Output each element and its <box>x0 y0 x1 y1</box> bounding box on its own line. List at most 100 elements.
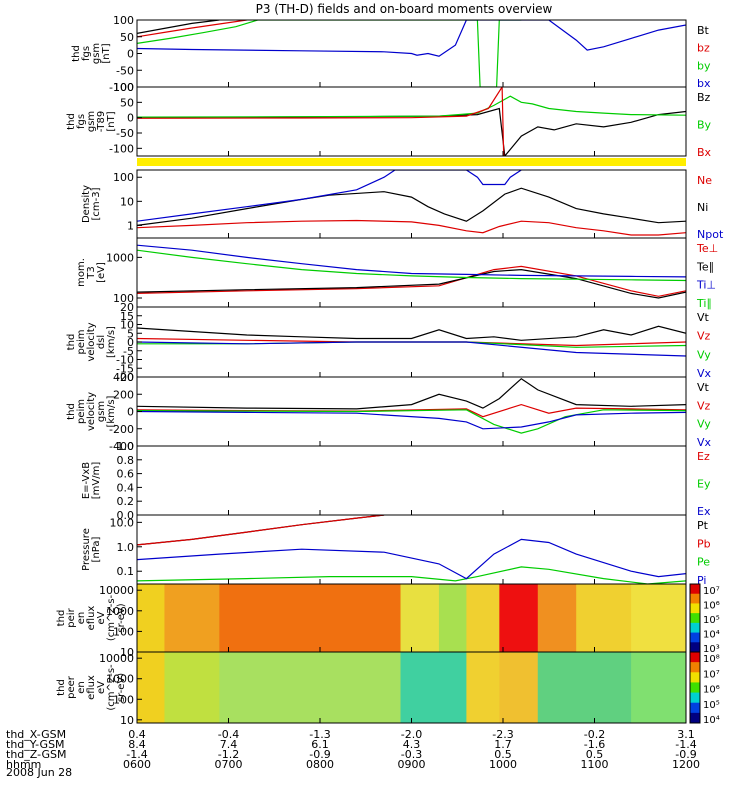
colorbar: 10⁸ 10⁷ 10⁶ 10⁵ 10⁴ <box>689 651 720 726</box>
colorbar-segment <box>690 613 700 624</box>
x-tick-value: 3.1 <box>677 728 695 741</box>
series-line-By <box>137 95 686 118</box>
y-axis-label: E=-VxB [mV/m] <box>81 462 102 500</box>
y-tick-label: 0.1 <box>117 565 135 578</box>
x-tick-value: 6.1 <box>311 738 329 751</box>
colorbar-segment <box>690 682 700 694</box>
y-tick-label: 10.0 <box>110 516 135 529</box>
legend-entry: Ex <box>697 505 711 518</box>
legend-entry: by <box>697 59 711 72</box>
x-tick-value: -1.6 <box>584 738 605 751</box>
y-axis-label-line: dsl <box>96 335 107 349</box>
y-axis-label-line: peir <box>66 607 77 627</box>
colorbar-segment <box>690 652 700 663</box>
legend-entry: Ti⊥ <box>696 279 716 292</box>
legend-entry: Pi <box>697 574 706 587</box>
y-axis-label-line: E=-VxB <box>81 462 92 499</box>
x-tick-value: 1100 <box>581 758 609 771</box>
legend-entry: Ti∥ <box>696 297 712 310</box>
y-tick-label: 200 <box>113 388 134 401</box>
legend-entry: Pb <box>697 537 711 550</box>
colorbar-tick-label: 10⁶ <box>703 601 720 612</box>
colorbar-segment <box>690 632 700 643</box>
x-row-label: thd_Z-GSM <box>6 748 66 761</box>
panel-3: Ne Ni Npot 100 10 1 Density [cm-3] <box>81 169 724 241</box>
y-tick-label: 10 <box>120 646 134 659</box>
series-line-Ti⊥ <box>137 244 686 278</box>
y-axis-label-line: T3 <box>86 266 97 279</box>
legend-entry: Vt <box>697 381 710 394</box>
y-tick-label: -50 <box>116 64 134 77</box>
y-tick-label: 100 <box>113 14 134 27</box>
x-tick-value: -2.3 <box>492 728 513 741</box>
heatmap-band <box>219 652 402 723</box>
x-tick-value: 1200 <box>672 758 700 771</box>
heatmap-band <box>631 652 687 723</box>
y-axis-label-line: (cm^2-s- <box>106 594 117 641</box>
y-tick-label: -200 <box>109 423 134 436</box>
series-line-Vt <box>137 377 686 410</box>
y-tick-label: 1000 <box>106 673 134 686</box>
x-tick-value: 1.7 <box>494 738 512 751</box>
y-tick-label: 15 <box>120 310 134 323</box>
x-tick-value: -0.9 <box>675 748 696 761</box>
colorbar-segment <box>690 642 700 653</box>
heatmap-band <box>137 652 165 723</box>
series-line-Ne <box>137 219 686 236</box>
colorbar-segment <box>690 702 700 714</box>
y-tick-label: 0 <box>127 336 134 349</box>
y-tick-label: 0.6 <box>117 468 135 481</box>
y-axis-label-line: fgs <box>81 46 92 61</box>
heatmap-band <box>137 584 165 652</box>
colorbar-segment <box>690 584 700 595</box>
x-axis-labels: thd_X-GSM 0.4 -0.4 -1.3 -2.0 -2.3 -0.2 3.1 thd_Y… <box>6 728 700 771</box>
legend-entry: Bz <box>697 91 711 104</box>
legend-entry: Ne <box>697 174 712 187</box>
panel-frame <box>136 86 687 157</box>
y-axis-label-line: gsm <box>91 43 102 64</box>
y-axis-label-line: eV <box>96 681 107 694</box>
colorbar-tick-label: 10⁵ <box>703 700 720 711</box>
x-tick-value: 0.5 <box>494 748 512 761</box>
date-label: 2008 Jun 28 <box>6 766 72 779</box>
y-axis-label-line: eflux <box>86 675 97 700</box>
x-tick-value: 7.4 <box>220 738 238 751</box>
colorbar-segment <box>690 662 700 673</box>
series-line-Pb <box>137 515 385 546</box>
y-tick-label: -5 <box>123 345 134 358</box>
panel-7: Ez Ey Ex 1.00.80.60.40.20.0 E=-VxB [mV/m] <box>81 440 711 522</box>
legend-entry: Bt <box>697 24 710 37</box>
panel-frame <box>136 445 687 516</box>
y-tick-label: 0.0 <box>117 509 135 522</box>
y-tick-label: 0 <box>127 406 134 419</box>
y-tick-label: 10 <box>120 195 134 208</box>
colorbar-tick-label: 10⁷ <box>703 669 720 680</box>
y-axis-label-line: [nPa] <box>91 536 102 562</box>
y-axis-label: thd peer en eflux eV (cm^2-s-sr-eV) <box>56 664 127 711</box>
legend-entry: Pe <box>697 556 710 569</box>
y-axis-label-line: gsm <box>96 401 107 422</box>
y-axis-label-line: peim <box>76 329 87 354</box>
y-axis-label-line: mom. <box>76 258 87 287</box>
y-axis-label-line: gsm <box>86 111 97 132</box>
y-tick-label: 400 <box>113 371 134 384</box>
x-tick-value: -2.0 <box>401 728 422 741</box>
legend-entry: Te⊥ <box>696 242 718 255</box>
x-row-label: thd_Y-GSM <box>6 738 65 751</box>
panel-8: Pt Pb Pe Pi 10.0 1.0 0.1 Pressure [nPa] <box>81 514 711 587</box>
y-axis-label-line: [eV] <box>96 262 107 283</box>
y-tick-label: 10 <box>120 714 134 727</box>
heatmap-band <box>438 584 467 652</box>
panel-1: Bt bz by bx 100 50 0 -50 -100 thd fgs gsm [nT] <box>71 14 711 94</box>
x-tick-value: 0.5 <box>586 748 604 761</box>
series-line-Pi <box>137 538 686 580</box>
x-tick-value: 0600 <box>123 758 151 771</box>
legend-entry: Vx <box>697 436 712 449</box>
colorbar-tick-label: 10⁴ <box>703 715 720 726</box>
panel-10: 10⁸ 10⁷ 10⁶ 10⁵ 10⁴ 10000 1000 100 10 thd peer en ef… <box>56 651 720 727</box>
y-axis-label-line: [cm-3] <box>91 187 102 220</box>
x-tick-value: 0900 <box>398 758 426 771</box>
x-tick-value: 8.4 <box>128 738 146 751</box>
